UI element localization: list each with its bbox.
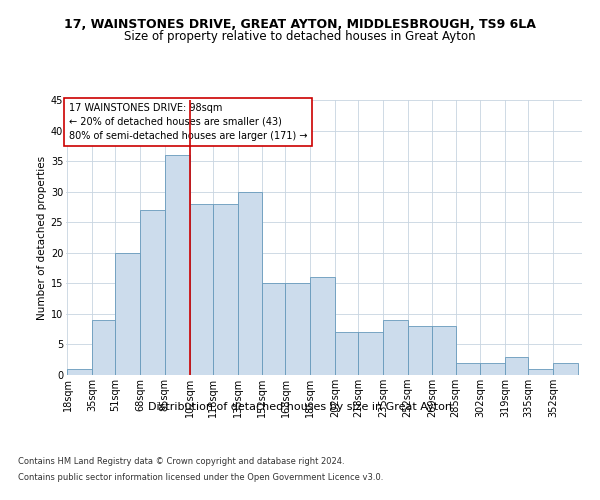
Bar bbox=[238, 192, 262, 375]
Text: 17 WAINSTONES DRIVE: 98sqm
← 20% of detached houses are smaller (43)
80% of semi: 17 WAINSTONES DRIVE: 98sqm ← 20% of deta… bbox=[68, 103, 307, 141]
Bar bbox=[165, 155, 190, 375]
Bar bbox=[67, 369, 92, 375]
Bar bbox=[553, 363, 578, 375]
Bar bbox=[92, 320, 115, 375]
Bar bbox=[335, 332, 358, 375]
Bar bbox=[480, 363, 505, 375]
Bar bbox=[213, 204, 238, 375]
Bar bbox=[286, 284, 310, 375]
Bar bbox=[310, 277, 335, 375]
Bar bbox=[455, 363, 480, 375]
Text: 17, WAINSTONES DRIVE, GREAT AYTON, MIDDLESBROUGH, TS9 6LA: 17, WAINSTONES DRIVE, GREAT AYTON, MIDDL… bbox=[64, 18, 536, 30]
Bar bbox=[505, 356, 528, 375]
Bar bbox=[407, 326, 432, 375]
Bar bbox=[528, 369, 553, 375]
Text: Distribution of detached houses by size in Great Ayton: Distribution of detached houses by size … bbox=[148, 402, 452, 412]
Bar bbox=[115, 253, 140, 375]
Bar bbox=[383, 320, 407, 375]
Bar bbox=[358, 332, 383, 375]
Text: Contains HM Land Registry data © Crown copyright and database right 2024.: Contains HM Land Registry data © Crown c… bbox=[18, 458, 344, 466]
Y-axis label: Number of detached properties: Number of detached properties bbox=[37, 156, 47, 320]
Bar bbox=[190, 204, 213, 375]
Bar bbox=[432, 326, 455, 375]
Bar bbox=[262, 284, 286, 375]
Text: Size of property relative to detached houses in Great Ayton: Size of property relative to detached ho… bbox=[124, 30, 476, 43]
Bar bbox=[140, 210, 165, 375]
Text: Contains public sector information licensed under the Open Government Licence v3: Contains public sector information licen… bbox=[18, 472, 383, 482]
